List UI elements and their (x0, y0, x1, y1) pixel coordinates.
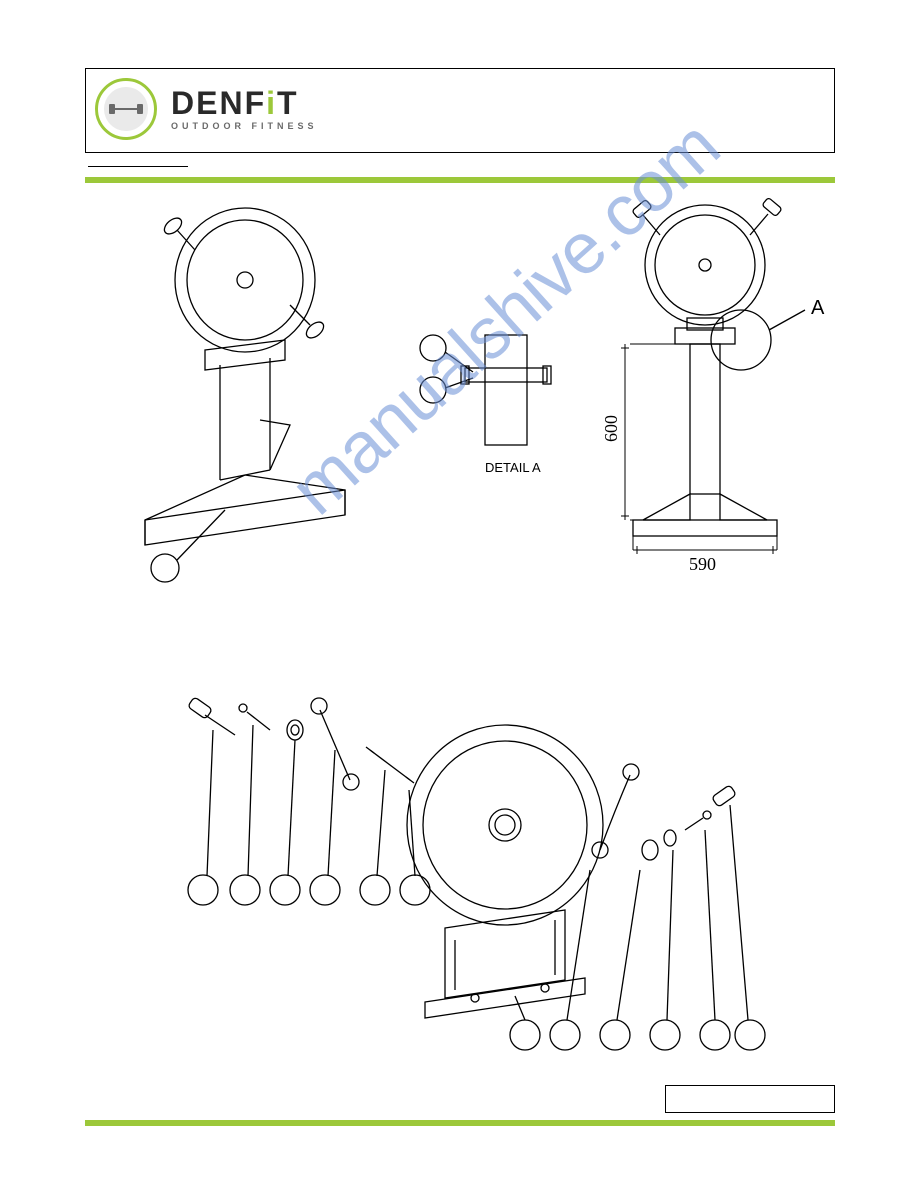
page-number-box (665, 1085, 835, 1113)
detail-a-label: DETAIL A (485, 460, 541, 475)
dim-width: 590 (689, 554, 716, 574)
callout-a: A (811, 297, 825, 319)
technical-figure: DETAIL A A (85, 190, 835, 1080)
dim-height: 600 (601, 415, 621, 442)
brand-logo: DENFiT OUTDOOR FITNESS (95, 78, 318, 140)
brand-i: i (266, 85, 277, 121)
brand-pre: DENF (171, 85, 266, 121)
brand-post: T (277, 85, 299, 121)
section-underline (88, 166, 188, 167)
brand-tagline: OUTDOOR FITNESS (171, 121, 318, 131)
diagram-svg: DETAIL A A (85, 190, 835, 1080)
logo-mark (95, 78, 157, 140)
green-bar-top (85, 177, 835, 183)
brand-name: DENFiT (171, 87, 318, 119)
green-bar-bottom (85, 1120, 835, 1126)
